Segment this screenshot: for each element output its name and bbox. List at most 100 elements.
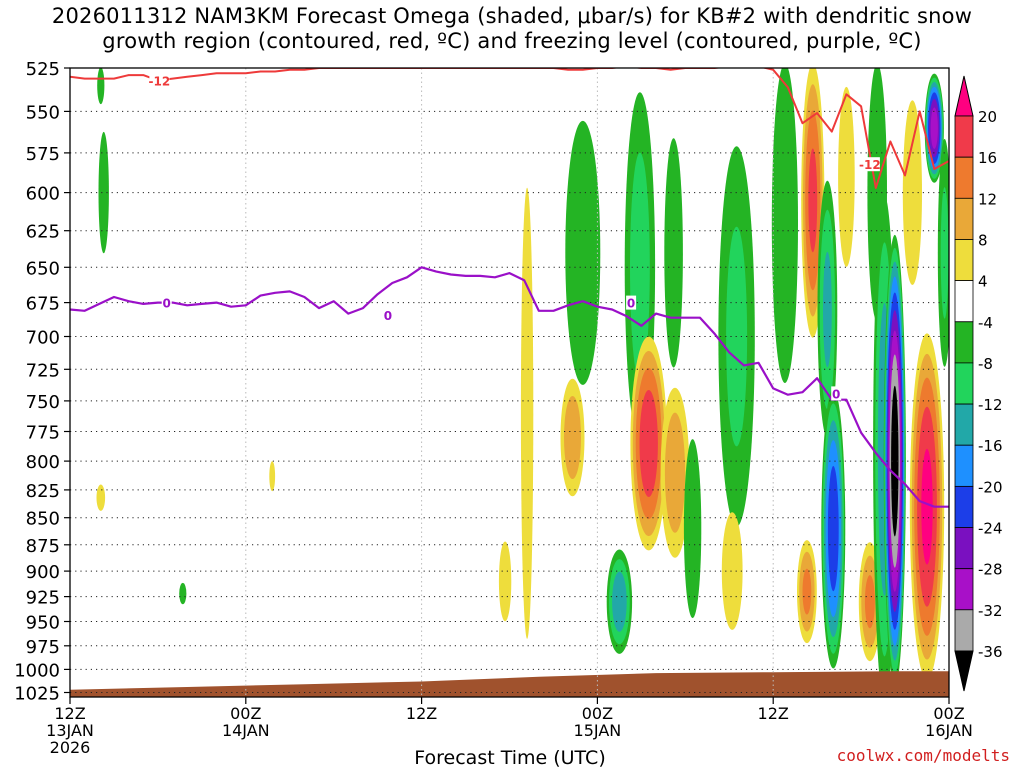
colorbar-label: -16 (978, 437, 1003, 455)
dgz-minus12c-contour (70, 68, 949, 189)
y-tick-label: 675 (26, 294, 60, 315)
x-tick-label-year: 2026 (50, 738, 91, 757)
y-tick-label: 925 (26, 588, 60, 609)
colorbar-label: 20 (978, 108, 997, 126)
contour-label-bg (626, 295, 637, 310)
terrain-surface (70, 671, 949, 697)
contour-label-bg (149, 73, 170, 88)
contour-label: 0 (832, 387, 840, 401)
x-tick-label-date: 13JAN (46, 721, 94, 740)
omega-cell (664, 412, 686, 533)
y-tick-label: 875 (26, 536, 60, 557)
omega-cell (940, 187, 949, 319)
x-tick-label-date: 14JAN (222, 721, 270, 740)
y-tick-label: 575 (26, 144, 60, 165)
omega-cell (802, 568, 812, 615)
contour-label: -12 (149, 74, 171, 88)
contour-label: 0 (163, 297, 171, 311)
colorbar-label: -32 (978, 602, 1003, 620)
contour-label-bg (831, 386, 842, 401)
y-tick-label: 600 (26, 184, 60, 205)
colorbar-label: -24 (978, 520, 1003, 538)
colorbar-band (954, 568, 974, 611)
omega-cell (664, 138, 683, 368)
pressure-axis: 525 550 575 600 625 650 675 700 725 750 775 800 825 8… (14, 59, 70, 705)
y-tick-label: 725 (26, 360, 60, 381)
omega-cell (683, 439, 702, 619)
omega-cell (864, 575, 875, 629)
contour-label-bg (859, 157, 880, 172)
omega-cell (639, 390, 658, 497)
colorbar-label: 12 (978, 190, 997, 208)
colorbar-band (954, 156, 974, 199)
omega-cell (565, 120, 601, 385)
colorbar: 20 16 12 8 4 -4 -8 -12 -16 -20 -24 -28 -32 -36 (954, 75, 1003, 692)
omega-cell (823, 251, 832, 368)
omega-cell (98, 131, 109, 254)
y-tick-label: 900 (26, 562, 60, 583)
y-tick-label: 650 (26, 258, 60, 279)
omega-cell (269, 461, 276, 492)
omega-cell (520, 187, 534, 639)
y-tick-label: 525 (26, 59, 60, 80)
y-tick-label: 800 (26, 452, 60, 473)
chart-title-line1: 2026011312 NAM3KM Forecast Omega (shaded… (51, 4, 973, 28)
chart-title: 2026011312 NAM3KM Forecast Omega (shaded… (0, 4, 1024, 54)
omega-cell (891, 385, 899, 537)
omega-cell (721, 512, 743, 630)
colorbar-band (954, 444, 974, 487)
colorbar-band (954, 239, 974, 282)
y-tick-label: 850 (26, 509, 60, 530)
omega-cell (564, 396, 581, 479)
colorbar-band (954, 527, 974, 570)
gridlines (70, 68, 949, 697)
contour-lines (70, 68, 949, 508)
freezing-level-contour (70, 266, 949, 508)
omega-cell (97, 68, 105, 105)
colorbar-band (954, 609, 974, 652)
chart-title-line2: growth region (contoured, red, ºC) and f… (102, 29, 922, 53)
colorbar-band (954, 197, 974, 240)
omega-cell (630, 152, 650, 382)
y-tick-label: 625 (26, 222, 60, 243)
colorbar-label: -12 (978, 396, 1003, 414)
omega-cell (498, 541, 512, 622)
colorbar-label: -8 (978, 355, 993, 373)
omega-cell (838, 86, 855, 267)
y-tick-label: 550 (26, 102, 60, 123)
x-tick-label-date: 15JAN (574, 721, 622, 740)
plot-frame (69, 67, 950, 698)
y-tick-label: 1000 (14, 660, 60, 681)
y-tick-label: 700 (26, 328, 60, 349)
contour-label-bg (161, 295, 172, 310)
colorbar-label: 4 (978, 273, 988, 291)
colorbar-top-arrow (954, 75, 974, 117)
y-tick-label: 975 (26, 637, 60, 658)
colorbar-bottom-arrow (954, 650, 974, 692)
terrain-fill (70, 671, 949, 697)
colorbar-band (954, 362, 974, 405)
colorbar-band (954, 280, 974, 323)
omega-cell (96, 484, 106, 511)
y-tick-label: 950 (26, 613, 60, 634)
y-tick-label: 775 (26, 423, 60, 444)
x-axis-label: Forecast Time (UTC) (414, 747, 605, 768)
colorbar-band (954, 403, 974, 446)
x-tick-label-time: 00Z (230, 704, 261, 723)
contour-label-bg (382, 307, 393, 322)
y-tick-label: 750 (26, 392, 60, 413)
omega-shading (96, 68, 949, 697)
colorbar-label: -28 (978, 561, 1003, 579)
x-tick-label-time: 12Z (54, 704, 85, 723)
x-tick-label-time: 12Z (758, 704, 789, 723)
colorbar-band (954, 115, 974, 158)
omega-cell (921, 448, 933, 565)
omega-cell (612, 571, 627, 632)
omega-cell (771, 68, 798, 383)
omega-cell (930, 107, 938, 149)
source-credit: coolwx.com/modelts (836, 746, 1010, 765)
x-tick-label-date: 16JAN (925, 721, 973, 740)
y-tick-label: 1025 (14, 684, 60, 705)
